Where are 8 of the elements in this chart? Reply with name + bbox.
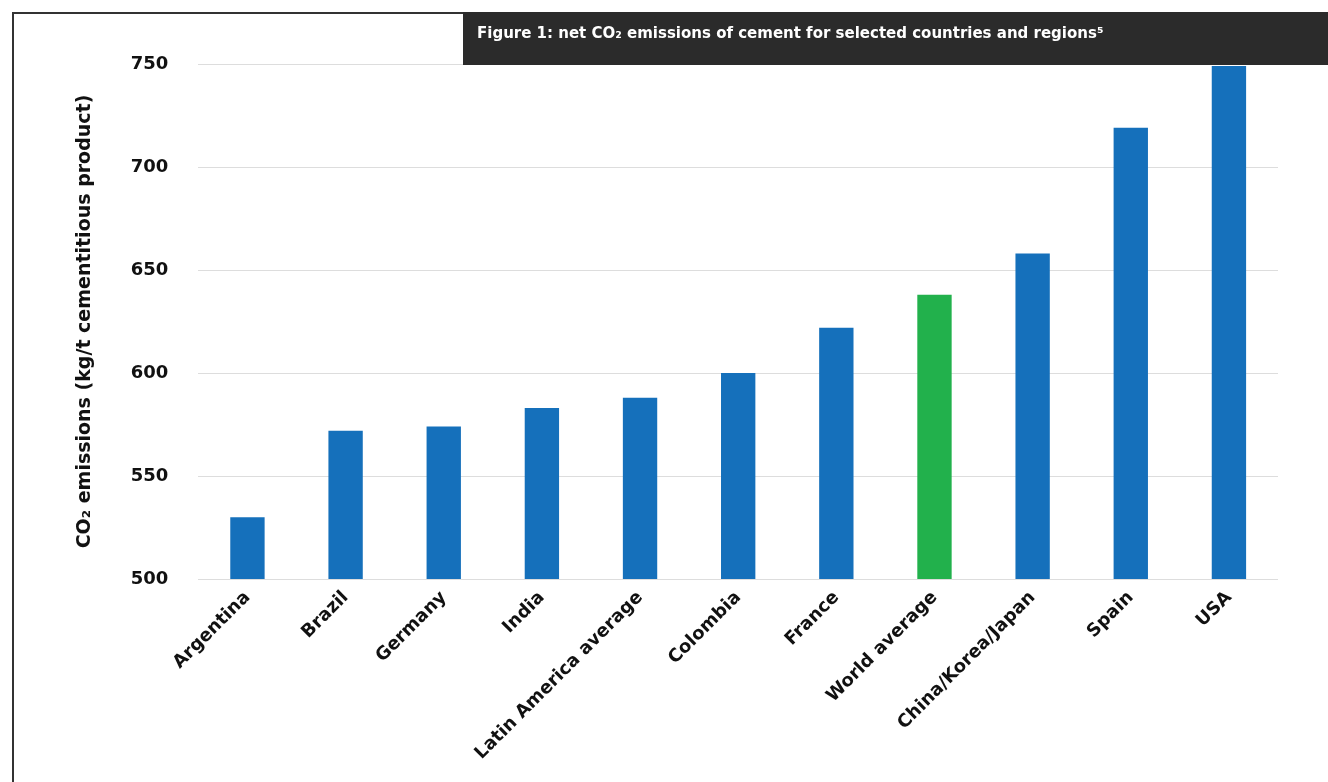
y-tick-label: 500 — [130, 566, 169, 588]
y-tick-label: 650 — [130, 257, 169, 279]
y-tick-label: 600 — [130, 360, 169, 382]
y-tick-label: 550 — [130, 463, 169, 485]
y-tick-label: 700 — [130, 154, 169, 176]
chart-title: Figure 1: net CO₂ emissions of cement for selected countries and regions⁵ — [463, 12, 1328, 65]
y-axis-title: CO₂ emissions (kg/t cementitious product) — [72, 94, 95, 549]
y-tick-label: 750 — [130, 51, 169, 73]
